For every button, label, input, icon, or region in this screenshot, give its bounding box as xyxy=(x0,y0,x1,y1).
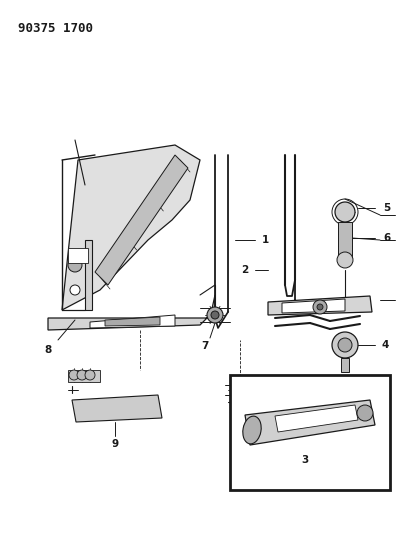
Text: 90375 1700: 90375 1700 xyxy=(18,22,93,35)
Bar xyxy=(68,248,88,263)
Text: 4: 4 xyxy=(380,340,388,350)
Circle shape xyxy=(331,332,357,358)
Circle shape xyxy=(312,300,326,314)
Polygon shape xyxy=(48,295,215,330)
Circle shape xyxy=(336,252,352,268)
Circle shape xyxy=(334,202,354,222)
Circle shape xyxy=(70,285,80,295)
Polygon shape xyxy=(274,405,357,432)
Polygon shape xyxy=(62,240,92,310)
Polygon shape xyxy=(105,317,160,326)
Text: 9: 9 xyxy=(111,439,118,449)
Circle shape xyxy=(69,370,79,380)
Polygon shape xyxy=(340,358,348,372)
Text: 5: 5 xyxy=(382,203,390,213)
Circle shape xyxy=(237,388,241,392)
Text: 3: 3 xyxy=(301,455,308,465)
Ellipse shape xyxy=(242,416,260,444)
Bar xyxy=(230,375,389,490)
Text: 7: 7 xyxy=(201,341,208,351)
Circle shape xyxy=(233,384,245,396)
Circle shape xyxy=(356,405,372,421)
Polygon shape xyxy=(72,395,162,422)
Polygon shape xyxy=(68,370,100,382)
Circle shape xyxy=(207,307,222,323)
Polygon shape xyxy=(62,145,200,310)
Polygon shape xyxy=(337,222,351,258)
Polygon shape xyxy=(267,296,371,315)
Circle shape xyxy=(337,338,351,352)
Circle shape xyxy=(211,311,218,319)
Polygon shape xyxy=(281,299,344,313)
Circle shape xyxy=(77,370,87,380)
Polygon shape xyxy=(90,315,175,328)
Circle shape xyxy=(68,258,82,272)
Polygon shape xyxy=(244,400,374,445)
Text: 2: 2 xyxy=(241,265,248,275)
Circle shape xyxy=(316,304,322,310)
Text: 8: 8 xyxy=(44,345,51,355)
Text: 6: 6 xyxy=(382,233,390,243)
Polygon shape xyxy=(95,155,188,285)
Text: 1: 1 xyxy=(261,235,268,245)
Circle shape xyxy=(85,370,95,380)
